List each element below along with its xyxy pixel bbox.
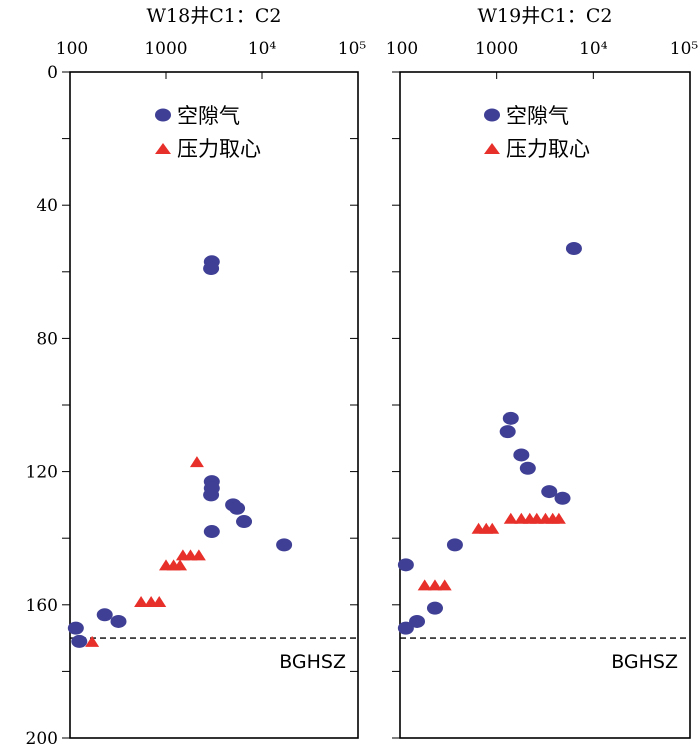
legend-marker-pore-gas bbox=[155, 108, 171, 122]
legend-marker-pressure-core bbox=[484, 143, 500, 154]
data-point-pore-gas bbox=[426, 601, 443, 615]
x-tick-label: 100 bbox=[386, 39, 418, 59]
data-point-pressure-core bbox=[173, 559, 188, 571]
x-tick-label: 100 bbox=[56, 39, 88, 59]
x-tick-label: 10⁵ bbox=[338, 39, 367, 59]
data-point-pore-gas bbox=[565, 241, 582, 255]
data-point-pressure-core bbox=[485, 522, 500, 534]
y-tick-label: 80 bbox=[36, 329, 58, 349]
chart-title: W18井C1：C2 bbox=[147, 5, 282, 27]
y-tick-label: 40 bbox=[36, 196, 58, 216]
data-point-pressure-core bbox=[85, 635, 100, 647]
data-point-pore-gas bbox=[229, 501, 246, 515]
data-point-pore-gas bbox=[513, 448, 530, 462]
x-tick-label: 1000 bbox=[144, 39, 187, 59]
data-point-pressure-core bbox=[191, 549, 206, 561]
data-point-pore-gas bbox=[502, 411, 519, 425]
bghsz-label: BGHSZ bbox=[611, 651, 678, 673]
panel-w18: W18井C1：C2 100 1000 10⁴ 10⁵ 0 40 80 120 160 200 BGHS… bbox=[26, 5, 367, 746]
data-point-pore-gas bbox=[499, 425, 516, 439]
legend-label: 压力取心 bbox=[177, 137, 261, 161]
x-tick-label: 10⁴ bbox=[248, 39, 277, 59]
chart-title: W19井C1：C2 bbox=[478, 5, 613, 27]
data-point-pressure-core bbox=[417, 579, 432, 591]
data-point-pore-gas bbox=[276, 538, 293, 552]
data-point-pressure-core bbox=[437, 579, 452, 591]
legend-label: 空隙气 bbox=[177, 104, 240, 128]
data-point-pore-gas bbox=[541, 485, 558, 499]
x-tick-label: 10⁵ bbox=[670, 39, 699, 59]
legend-label: 压力取心 bbox=[506, 137, 590, 161]
data-point-pore-gas bbox=[71, 634, 88, 648]
bghsz-label: BGHSZ bbox=[279, 651, 346, 673]
data-point-pore-gas bbox=[397, 558, 414, 572]
data-point-pressure-core bbox=[503, 512, 518, 524]
legend-marker-pressure-core bbox=[155, 143, 171, 154]
legend-label: 空隙气 bbox=[506, 104, 569, 128]
data-point-pressure-core bbox=[152, 595, 167, 607]
y-tick-label: 200 bbox=[26, 729, 58, 746]
y-tick-label: 120 bbox=[26, 463, 58, 483]
legend-marker-pore-gas bbox=[484, 108, 500, 122]
data-point-pressure-core bbox=[189, 456, 204, 468]
data-point-pore-gas bbox=[409, 614, 426, 628]
data-point-pore-gas bbox=[110, 614, 127, 628]
data-point-pressure-core bbox=[427, 579, 442, 591]
data-point-pore-gas bbox=[446, 538, 463, 552]
y-tick-label: 0 bbox=[47, 63, 58, 83]
y-tick-label: 160 bbox=[26, 596, 58, 616]
data-point-pore-gas bbox=[203, 488, 220, 502]
data-point-pore-gas bbox=[203, 525, 220, 539]
x-tick-label: 1000 bbox=[475, 39, 518, 59]
data-point-pressure-core bbox=[134, 595, 149, 607]
data-point-pore-gas bbox=[203, 261, 220, 275]
data-point-pore-gas bbox=[67, 621, 84, 635]
data-point-pore-gas bbox=[397, 621, 414, 635]
data-point-pressure-core bbox=[551, 512, 566, 524]
data-point-pore-gas bbox=[554, 491, 571, 505]
data-point-pore-gas bbox=[236, 515, 253, 529]
data-point-pore-gas bbox=[519, 461, 536, 475]
x-tick-label: 10⁴ bbox=[579, 39, 608, 59]
data-point-pore-gas bbox=[96, 608, 113, 622]
